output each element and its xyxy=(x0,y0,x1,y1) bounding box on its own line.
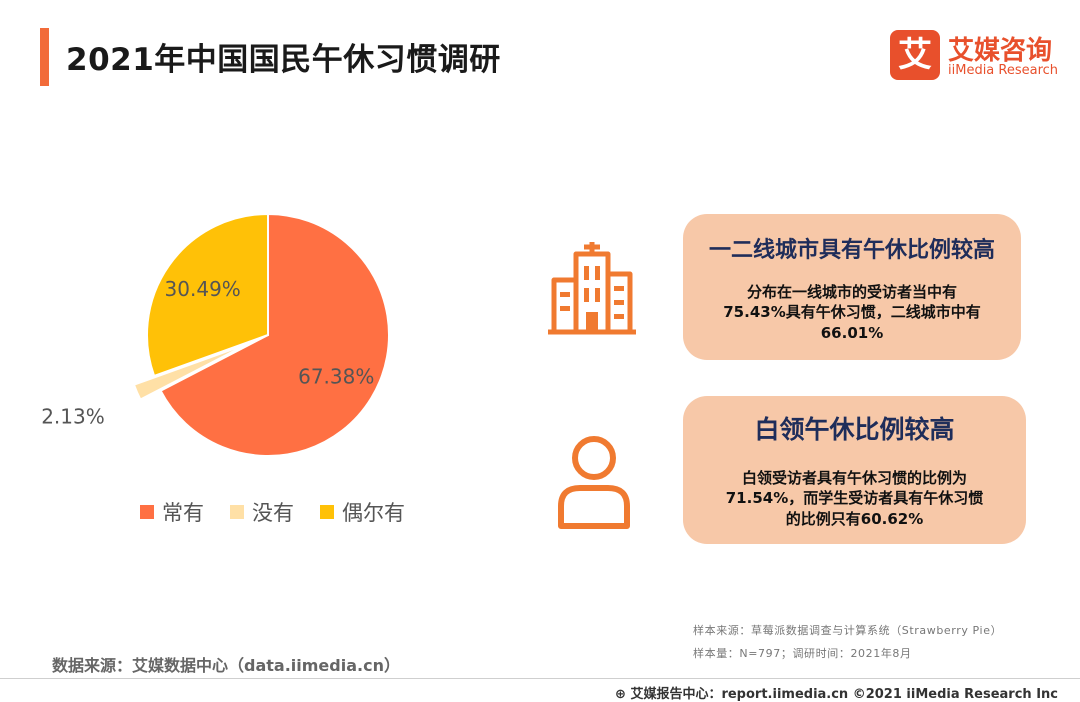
legend-label-sometimes: 偶尔有 xyxy=(342,501,405,525)
slice-label-never: 2.13% xyxy=(41,404,105,428)
brand-logo: 艾 艾媒咨询 iiMedia Research xyxy=(890,30,1060,82)
sample-source: 样本来源：草莓派数据调查与计算系统（Strawberry Pie） xyxy=(693,624,1003,637)
pie-slice-often xyxy=(159,212,390,457)
legend-swatch-never xyxy=(230,505,244,519)
legend-swatch-often xyxy=(140,505,154,519)
slice-label-often: 67.38% xyxy=(298,364,374,388)
card-body-line: 71.54%，而学生受访者具有午休习惯 xyxy=(725,489,984,508)
insight-card-city: 一二线城市具有午休比例较高 分布在一线城市的受访者当中有 75.43%具有午休习… xyxy=(683,214,1021,360)
legend-item-often: 常有 xyxy=(140,497,204,527)
globe-icon: ⊕ xyxy=(615,687,626,702)
card-body-line: 66.01% xyxy=(820,323,884,342)
title-accent-bar xyxy=(40,28,49,86)
copyright-text: 艾媒报告中心：report.iimedia.cn ©2021 iiMedia R… xyxy=(630,687,1058,702)
logo-mark: 艾 xyxy=(890,30,940,80)
building-icon xyxy=(546,240,638,340)
card-title-city: 一二线城市具有午休比例较高 xyxy=(708,238,995,263)
card-body-line: 白领受访者具有午休习惯的比例为 xyxy=(741,469,967,487)
slice-label-sometimes: 30.49% xyxy=(165,277,241,301)
card-body-line: 的比例只有60.62% xyxy=(785,509,924,528)
logo-name-en: iiMedia Research xyxy=(948,63,1059,78)
pie-chart: 67.38% 2.13% 30.49% xyxy=(41,212,390,457)
legend-item-never: 没有 xyxy=(230,497,294,527)
card-body-whitecollar: 白领受访者具有午休习惯的比例为 71.54%，而学生受访者具有午休习惯 的比例只… xyxy=(683,468,1026,529)
footer-divider xyxy=(0,678,1080,679)
person-icon xyxy=(556,434,632,534)
sample-info: 样本量：N=797；调研时间：2021年8月 xyxy=(693,647,912,660)
legend-item-sometimes: 偶尔有 xyxy=(320,497,405,527)
insight-card-whitecollar: 白领午休比例较高 白领受访者具有午休习惯的比例为 71.54%，而学生受访者具有… xyxy=(683,396,1026,544)
pie-slice-sometimes xyxy=(146,212,269,378)
page-title: 2021年中国国民午休习惯调研 xyxy=(66,42,501,78)
card-body-city: 分布在一线城市的受访者当中有 75.43%具有午休习惯，二线城市中有 66.01… xyxy=(683,282,1021,343)
card-body-line: 75.43%具有午休习惯，二线城市中有 xyxy=(723,303,981,322)
logo-name-cn: 艾媒咨询 xyxy=(948,36,1053,66)
chart-legend: 常有 没有 偶尔有 xyxy=(140,497,405,527)
footer-copyright: ⊕ 艾媒报告中心：report.iimedia.cn ©2021 iiMedia… xyxy=(615,683,1058,702)
legend-label-never: 没有 xyxy=(252,501,294,525)
legend-label-often: 常有 xyxy=(162,501,204,525)
data-source: 数据来源：艾媒数据中心（data.iimedia.cn） xyxy=(52,656,400,675)
card-body-line: 分布在一线城市的受访者当中有 xyxy=(746,283,957,301)
card-title-whitecollar: 白领午休比例较高 xyxy=(754,415,955,444)
pie-slice-never xyxy=(132,342,249,401)
legend-swatch-sometimes xyxy=(320,505,334,519)
